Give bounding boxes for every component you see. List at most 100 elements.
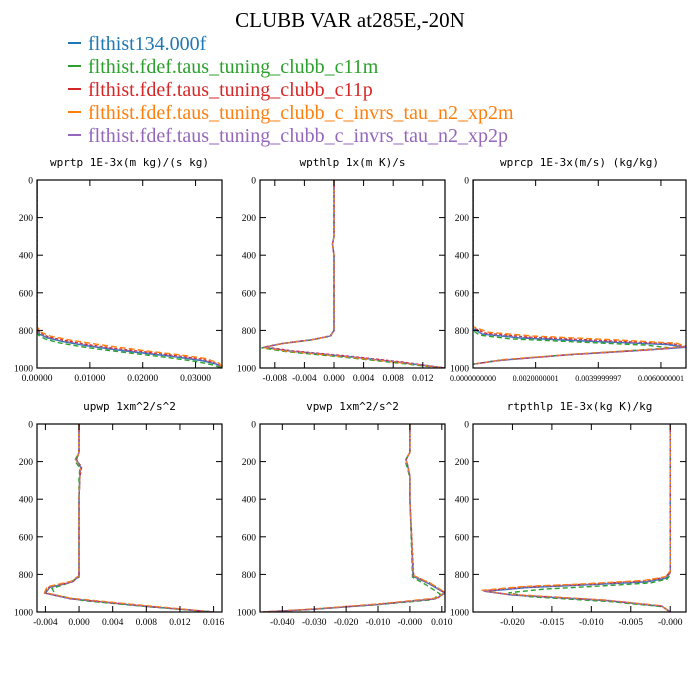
panel-title: wprtp 1E-3x(m kg)/(s kg) — [50, 156, 209, 169]
legend-swatch — [68, 65, 81, 68]
x-tick-label: 0.0000000000 — [450, 374, 496, 383]
series-line — [37, 180, 222, 368]
y-tick-label: 600 — [455, 533, 470, 543]
y-tick-label: 200 — [242, 458, 257, 468]
series-group — [263, 424, 445, 612]
series-group — [37, 180, 222, 368]
legend-item: flthist.fdef.taus_tuning_clubb_c_invrs_t… — [68, 102, 514, 125]
y-tick-label: 400 — [455, 252, 470, 262]
series-line — [508, 424, 671, 612]
legend-swatch — [68, 111, 81, 114]
series-line — [263, 180, 445, 368]
series-line — [473, 180, 686, 365]
series-line — [37, 180, 222, 368]
x-tick-label: -0.015 — [540, 618, 565, 628]
y-tick-label: 0 — [251, 421, 256, 431]
legend-item: flthist134.000f — [68, 33, 514, 56]
series-line — [261, 180, 442, 368]
x-tick-label: 0.0060000001 — [638, 374, 684, 383]
y-tick-label: 400 — [19, 496, 34, 506]
series-line — [43, 424, 214, 612]
y-tick-label: 400 — [242, 252, 257, 262]
x-tick-label: -0.030 — [302, 618, 327, 628]
x-tick-label: 0.004 — [353, 374, 375, 384]
legend-label: flthist.fdef.taus_tuning_clubb_c11m — [88, 56, 379, 78]
panel: upwp 1xm^2/s^2 0 200 400 600 800 1000-0.004 0.0… — [14, 400, 225, 628]
y-tick-label: 1000 — [450, 609, 469, 619]
series-line — [484, 424, 671, 612]
y-tick-label: 1000 — [237, 609, 256, 619]
y-tick-label: 800 — [455, 327, 470, 337]
series-line — [263, 180, 445, 368]
panel: wprcp 1E-3x(m/s) (kg/kg) 0 200 400 600 800 100… — [450, 156, 687, 383]
x-tick-label: -0.008 — [263, 374, 288, 384]
x-tick-label: -0.000 — [398, 618, 423, 628]
y-tick-label: 400 — [19, 252, 34, 262]
x-tick-label: 0.0039999997 — [575, 374, 621, 383]
y-tick-label: 600 — [19, 533, 34, 543]
legend-label: flthist134.000f — [88, 33, 207, 55]
x-tick-label: -0.010 — [366, 618, 391, 628]
y-tick-label: 1000 — [14, 609, 33, 619]
y-tick-label: 200 — [19, 458, 34, 468]
panel-title: rtpthlp 1E-3x(kg K)/kg — [507, 400, 653, 413]
series-line — [473, 180, 686, 365]
y-tick-label: 200 — [242, 214, 257, 224]
y-tick-label: 400 — [455, 496, 470, 506]
y-tick-label: 800 — [242, 327, 257, 337]
panel-title: vpwp 1xm^2/s^2 — [306, 400, 399, 413]
y-tick-label: 600 — [19, 289, 34, 299]
legend-swatch — [68, 88, 81, 91]
y-tick-label: 0 — [464, 421, 469, 431]
plot-frame — [259, 179, 446, 369]
series-line — [263, 424, 445, 612]
x-tick-label: 0.03000 — [180, 374, 211, 384]
page-title: CLUBB VAR at285E,-20N — [235, 8, 465, 32]
x-tick-label: 0.012 — [412, 374, 434, 384]
panel-title: wpthlp 1x(m K)/s — [300, 156, 406, 169]
y-tick-label: 600 — [242, 533, 257, 543]
y-tick-label: 0 — [28, 421, 33, 431]
y-tick-label: 200 — [455, 458, 470, 468]
series-line — [42, 424, 214, 612]
series-line — [482, 424, 671, 612]
plot-frame — [36, 423, 223, 613]
x-tick-label: -0.040 — [270, 618, 295, 628]
series-line — [44, 424, 214, 612]
y-tick-label: 1000 — [237, 365, 256, 375]
x-tick-label: 0.008 — [136, 618, 158, 628]
y-tick-label: 0 — [251, 177, 256, 187]
y-tick-label: 1000 — [450, 365, 469, 375]
legend-item: flthist.fdef.taus_tuning_clubb_c11m — [68, 56, 514, 79]
legend-label: flthist.fdef.taus_tuning_clubb_c_invrs_t… — [88, 102, 514, 124]
x-tick-label: 0.016 — [203, 618, 225, 628]
series-line — [265, 180, 445, 368]
x-tick-label: -0.004 — [33, 618, 58, 628]
panel: wpthlp 1x(m K)/s 0 200 400 600 800 1000 -0.008-… — [237, 156, 446, 384]
y-tick-label: 600 — [242, 289, 257, 299]
plot-frame — [36, 179, 223, 369]
plot-frame — [259, 423, 446, 613]
series-line — [483, 424, 671, 612]
y-tick-label: 0 — [464, 177, 469, 187]
legend-swatch — [68, 134, 81, 137]
series-line — [263, 424, 445, 612]
x-tick-label: 0.010 — [431, 618, 453, 628]
series-line — [263, 424, 445, 612]
series-line — [37, 180, 222, 368]
series-line — [263, 424, 442, 612]
x-tick-label: -0.005 — [619, 618, 644, 628]
x-tick-label: 0.012 — [169, 618, 191, 628]
x-tick-label: 0.008 — [383, 374, 405, 384]
series-line — [44, 424, 214, 612]
series-group — [480, 424, 671, 612]
series-line — [480, 424, 671, 612]
x-tick-label: 0.01000 — [74, 374, 105, 384]
series-group — [261, 180, 445, 368]
y-tick-label: 1000 — [14, 365, 33, 375]
legend-label: flthist.fdef.taus_tuning_clubb_c_invrs_t… — [88, 125, 508, 147]
x-tick-label: -0.000 — [658, 618, 683, 628]
panel-title: wprcp 1E-3x(m/s) (kg/kg) — [500, 156, 659, 169]
y-tick-label: 800 — [19, 327, 34, 337]
